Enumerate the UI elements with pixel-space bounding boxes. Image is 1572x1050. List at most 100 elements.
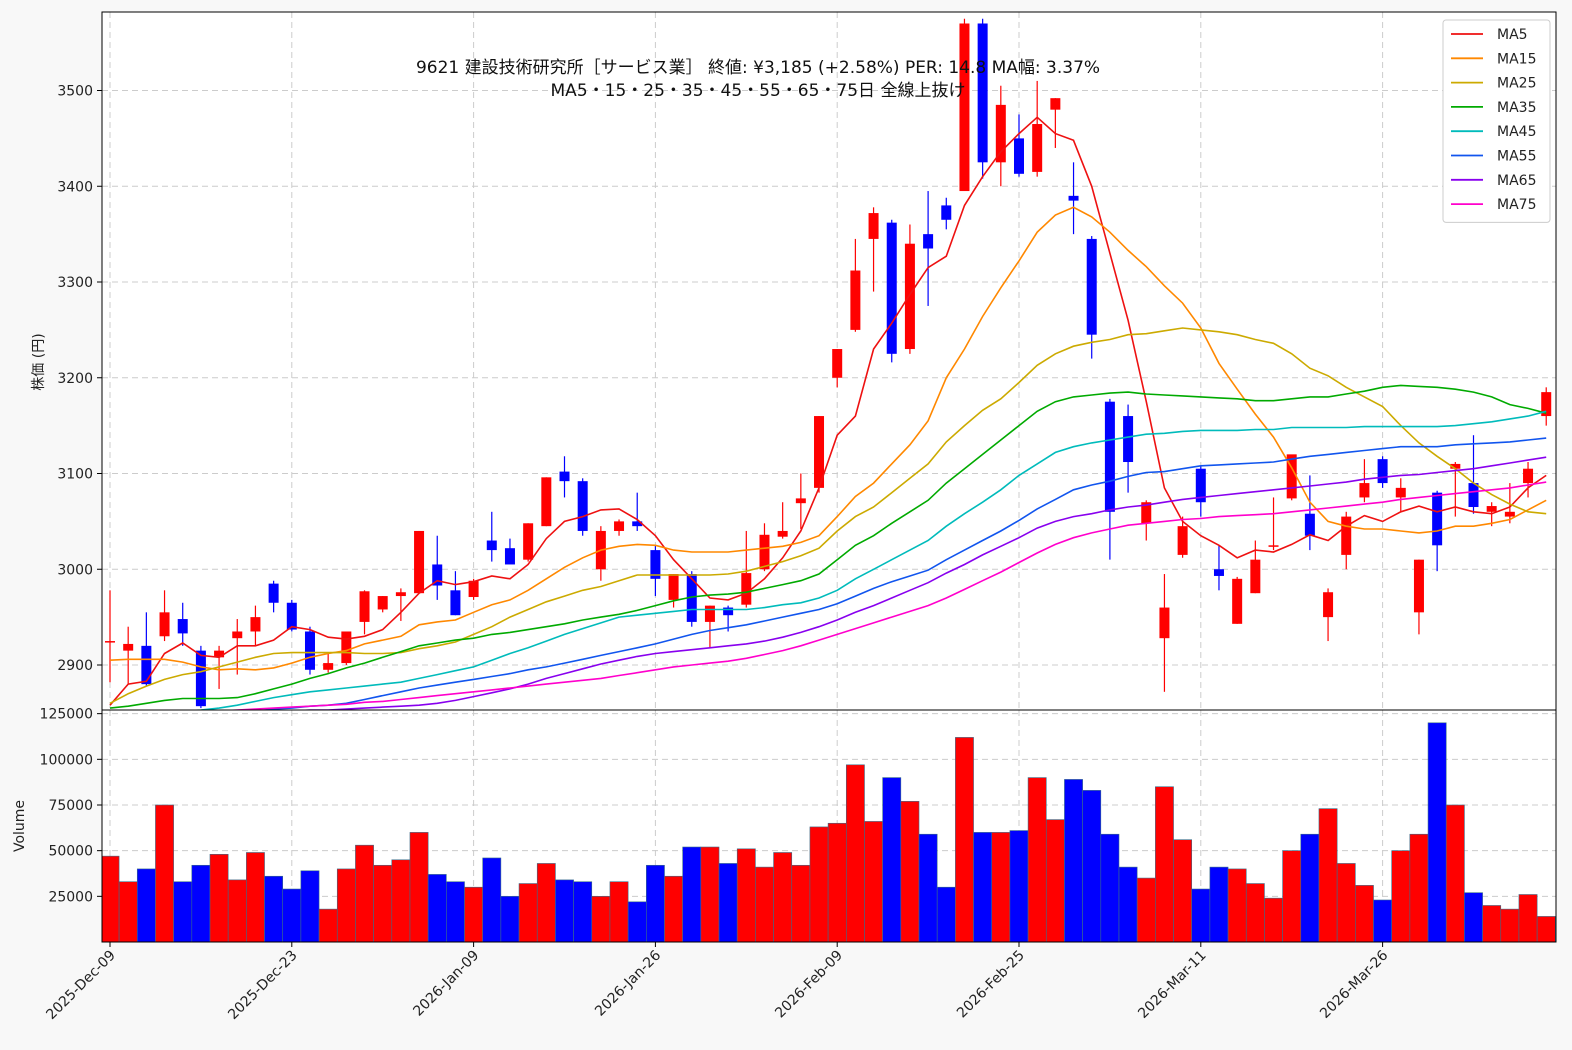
price-plot-area (105, 18, 1552, 710)
volume-bar (1045, 819, 1065, 942)
volume-bar (1336, 863, 1356, 942)
price-panel (102, 12, 1556, 710)
candle-body (177, 619, 188, 634)
volume-bar (227, 879, 247, 942)
volume-bar (1027, 777, 1047, 942)
candle-body (559, 471, 570, 482)
volume-tick-label: 75000 (48, 798, 93, 814)
volume-bar (755, 866, 774, 942)
volume-bar (646, 864, 665, 942)
volume-bar (409, 832, 429, 942)
legend-label: MA25 (1497, 76, 1536, 92)
volume-bar (482, 857, 502, 942)
volume-bar (1209, 866, 1229, 942)
volume-bar (1191, 888, 1211, 942)
volume-frame (101, 709, 1557, 943)
volume-bar (336, 868, 356, 942)
candle-body (250, 617, 261, 632)
volume-bar (1245, 883, 1265, 942)
volume-bar (1391, 850, 1411, 942)
candle-body (359, 591, 370, 622)
volume-bar (955, 737, 974, 942)
volume-bar (1445, 804, 1465, 942)
candle-body (632, 521, 643, 527)
volume-bar (718, 863, 738, 942)
candle-body (141, 645, 152, 685)
volume-bar (1409, 833, 1429, 942)
volume-bar (1118, 866, 1138, 942)
price-tick-label: 3500 (57, 84, 93, 100)
candle-body (1032, 124, 1043, 172)
volume-bar (1464, 892, 1483, 942)
price-tick-label: 3400 (57, 179, 93, 195)
price-tick-label: 2900 (57, 658, 93, 674)
volume-plot-area (102, 722, 1556, 942)
candle-body (1304, 513, 1315, 536)
candle-body (323, 663, 334, 670)
volume-bar (845, 764, 865, 942)
volume-bar (573, 881, 593, 942)
candle-body (1523, 468, 1534, 484)
volume-bar (791, 864, 811, 942)
volume-bar (155, 804, 174, 942)
candle-body (1141, 502, 1152, 524)
volume-bar (173, 881, 193, 942)
volume-bar (1155, 786, 1174, 942)
volume-bar (1427, 722, 1447, 942)
candle-body (1341, 516, 1352, 555)
candle-body (1323, 592, 1334, 618)
volume-bar (1282, 850, 1302, 942)
candle-body (286, 602, 297, 630)
volume-bar (664, 875, 683, 942)
legend-label: MA65 (1497, 173, 1536, 189)
candle-body (904, 243, 915, 350)
ma-line-ma65 (295, 456, 1547, 710)
volume-bar (736, 848, 756, 942)
candle-body (1286, 454, 1297, 499)
candle-body (195, 650, 206, 707)
candle-body (977, 23, 988, 163)
ma-line-ma35 (109, 384, 1547, 709)
candle-body (1177, 526, 1188, 555)
candle-body (723, 607, 734, 616)
volume-bar (282, 888, 302, 942)
volume-bar (391, 859, 411, 942)
volume-bar (682, 846, 702, 942)
volume-bar (809, 826, 829, 942)
legend-label: MA35 (1497, 100, 1536, 116)
candle-body (886, 222, 897, 354)
candle-body (777, 530, 788, 537)
candle-body (377, 596, 388, 610)
candle-body (650, 550, 661, 579)
legend-label: MA15 (1497, 51, 1536, 67)
candle-body (1450, 463, 1461, 469)
candle-body (214, 650, 225, 658)
volume-bar (700, 846, 720, 942)
candle-body (941, 205, 952, 220)
ma-line-ma55 (257, 437, 1547, 710)
volume-bar (1318, 808, 1338, 942)
candle-body (1432, 492, 1443, 546)
candle-body (304, 631, 315, 670)
candle-body (814, 416, 825, 488)
ma-line-ma25 (109, 327, 1547, 705)
volume-bar (918, 833, 938, 942)
candle-body (486, 540, 497, 551)
candle-body (523, 523, 534, 560)
candle-body (232, 631, 243, 639)
volume-bar (518, 883, 538, 942)
candle-body (1232, 578, 1243, 624)
candle-body (1468, 483, 1479, 508)
volume-bar (464, 886, 483, 942)
candle-body (123, 643, 134, 651)
candle-body (1213, 569, 1224, 576)
volume-tick-label: 125000 (40, 707, 93, 723)
candle-body (395, 592, 406, 597)
volume-bar (627, 901, 647, 942)
price-tick-label: 3200 (57, 371, 93, 387)
volume-bar (1064, 779, 1083, 942)
candle-body (341, 631, 352, 664)
chart-title-line2: MA5・15・25・35・45・55・65・75日 全線上抜け (551, 81, 966, 101)
volume-bar (827, 822, 847, 942)
